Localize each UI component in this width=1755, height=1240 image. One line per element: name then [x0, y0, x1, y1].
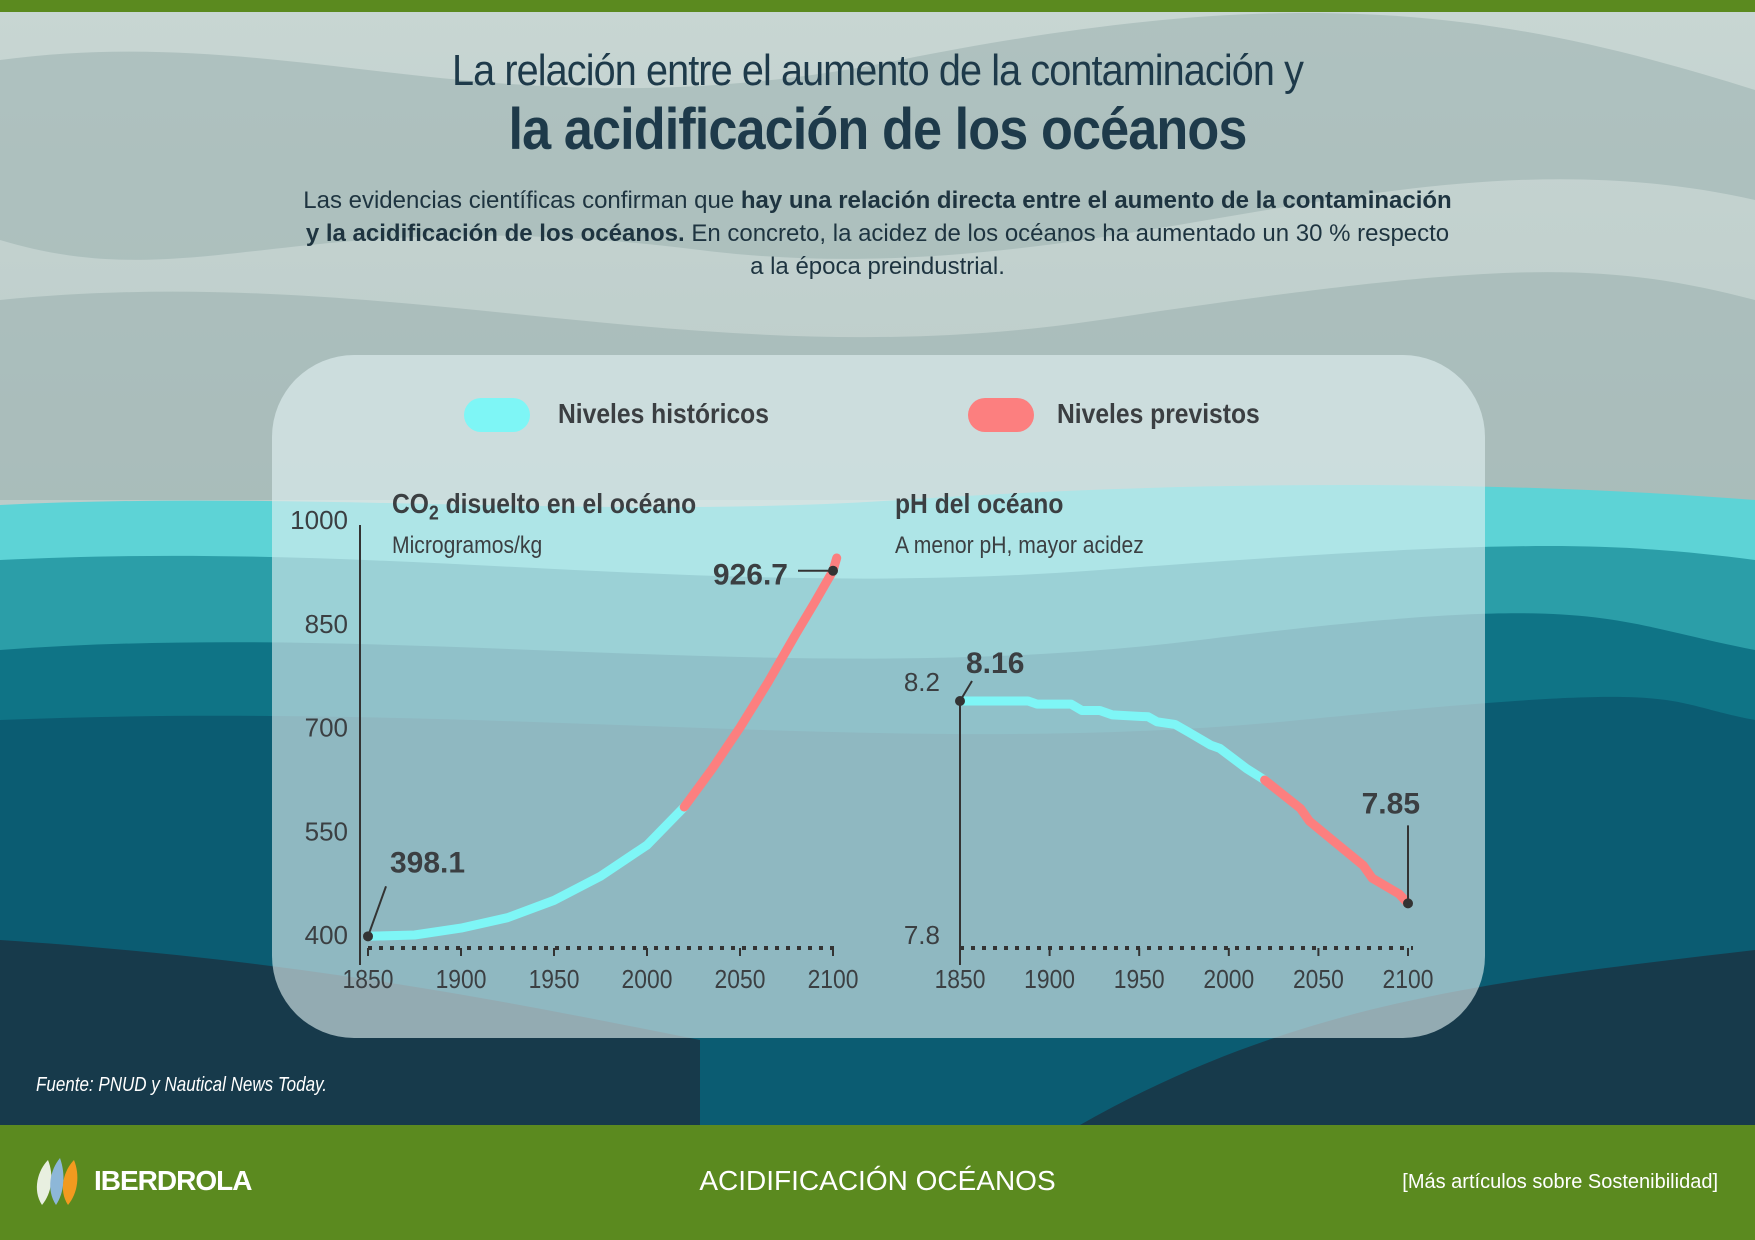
- y-tick-label: 550: [305, 816, 348, 846]
- y-tick-label: 7.8: [904, 920, 940, 950]
- y-tick-label: 850: [305, 609, 348, 639]
- y-tick-label: 8.2: [904, 667, 940, 697]
- source-note: Fuente: PNUD y Nautical News Today.: [36, 1074, 328, 1096]
- x-tick-label: 2100: [808, 966, 859, 995]
- footer-bar: IBERDROLA ACIDIFICACIÓN OCÉANOS [Más art…: [0, 1125, 1755, 1240]
- series-line-historic: [955, 696, 1270, 785]
- legend-label-historic: Niveles históricos: [558, 398, 769, 429]
- series-line-forecast: [679, 553, 842, 812]
- more-articles-link[interactable]: [Más artículos sobre Sostenibilidad]: [1402, 1171, 1718, 1193]
- brand-name: IBERDROLA: [94, 1165, 252, 1196]
- intro-text-2: En concreto, la acidez de los océanos ha…: [684, 220, 1450, 280]
- annotation-label: 926.7: [713, 559, 788, 592]
- legend-label-forecast: Niveles previstos: [1057, 398, 1260, 429]
- annotation-leader: [959, 680, 973, 702]
- legend-swatch-forecast: [968, 398, 1034, 432]
- x-tick-label: 2000: [1203, 966, 1254, 995]
- title-line-1: La relación entre el aumento de la conta…: [452, 46, 1304, 95]
- ph-chart-subtitle: A menor pH, mayor acidez: [895, 532, 1144, 559]
- co2-title-rest: disuelto en el océano: [438, 488, 697, 519]
- y-tick-label: 1000: [290, 505, 348, 535]
- chart-1: 1850 1900 1950 2000 2050 2100 8.2 7.8 8.16 7.85: [904, 647, 1434, 994]
- x-tick-label: 1850: [935, 966, 986, 995]
- intro-paragraph: Las evidencias científicas confirman que…: [300, 184, 1455, 283]
- y-tick-label: 400: [305, 920, 348, 950]
- x-tick-label: 1900: [436, 966, 487, 995]
- co2-title-prefix: CO: [392, 488, 429, 519]
- annotation-leader: [367, 885, 387, 937]
- co2-title-sub: 2: [428, 502, 439, 525]
- legend-swatch-historic: [464, 398, 530, 432]
- series-line-historic: [363, 802, 689, 941]
- title-line-2: la acidificación de los océanos: [508, 97, 1248, 162]
- x-tick-label: 1950: [1114, 966, 1165, 995]
- x-tick-label: 2100: [1383, 966, 1434, 995]
- footer-section-title: ACIDIFICACIÓN OCÉANOS: [699, 1165, 1056, 1196]
- ph-chart-title: pH del océano: [895, 488, 1064, 519]
- intro-text-bold: hay una relación directa entre el aument…: [305, 187, 1452, 247]
- top-bar: [0, 0, 1755, 12]
- annotation-label: 8.16: [966, 647, 1024, 680]
- x-tick-label: 1950: [529, 966, 580, 995]
- series-line-forecast: [1260, 775, 1413, 908]
- x-tick-label: 2050: [1293, 966, 1344, 995]
- x-tick-label: 2000: [622, 966, 673, 995]
- annotation-label: 7.85: [1362, 787, 1420, 820]
- x-tick-label: 1850: [343, 966, 394, 995]
- co2-chart-title: CO2 disuelto en el océano: [392, 488, 696, 526]
- x-tick-label: 2050: [715, 966, 766, 995]
- annotation-label: 398.1: [390, 846, 465, 879]
- iberdrola-logo-icon: [36, 1158, 78, 1205]
- intro-text-1: Las evidencias científicas confirman que: [303, 187, 741, 214]
- chart-0: 1850 1900 1950 2000 2050 2100 1000 850 700 550 400…: [290, 505, 858, 994]
- y-tick-label: 700: [305, 713, 348, 743]
- x-tick-label: 1900: [1024, 966, 1075, 995]
- co2-chart-subtitle: Microgramos/kg: [392, 532, 543, 559]
